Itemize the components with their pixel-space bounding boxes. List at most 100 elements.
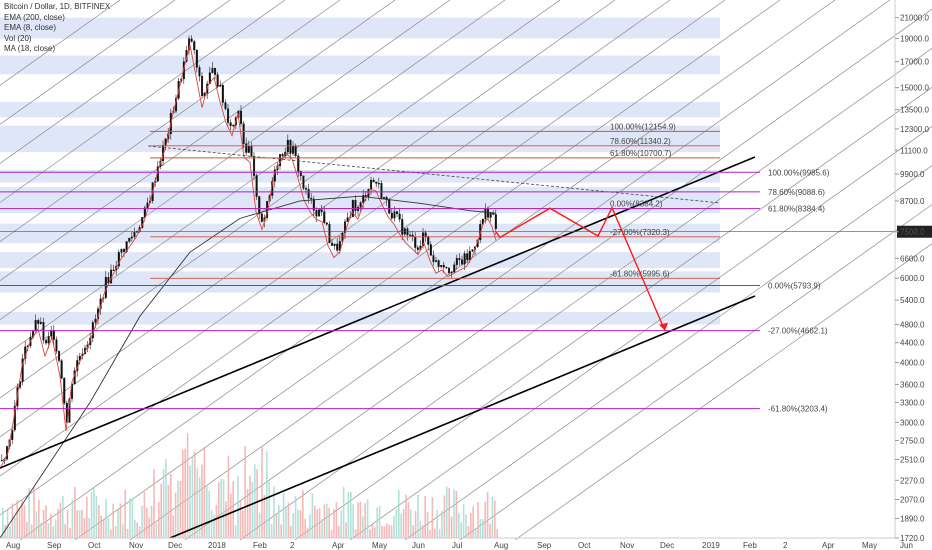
candle-body (250, 146, 253, 157)
fork-line (184, 8, 932, 541)
volume-bar (258, 512, 261, 538)
volume-bar (134, 519, 136, 538)
volume-bar (304, 518, 306, 538)
candle-body (325, 222, 328, 225)
candle-body (380, 183, 383, 199)
volume-bar (59, 502, 62, 538)
fork-line (514, 243, 932, 541)
volume-bar (354, 529, 357, 538)
price-tick-label: 4800.0 (900, 321, 925, 330)
candle-body (211, 67, 214, 73)
time-tick-label: 2 (290, 541, 295, 550)
fib-red-label: 0.00%(8384.2) (610, 200, 663, 209)
volume-bar (114, 525, 117, 538)
price-tick-label: 6600.0 (900, 254, 925, 263)
price-tick-label: 5400.0 (900, 296, 925, 305)
price-tick-label: 7500.0 (900, 228, 925, 237)
candle-body (437, 260, 440, 267)
candle-body (214, 67, 217, 75)
volume-bar (105, 499, 107, 538)
volume-bar (496, 529, 498, 538)
candle-body (448, 267, 451, 273)
volume-bar (194, 451, 196, 538)
volume-bar (184, 448, 186, 538)
band (0, 55, 720, 75)
legend-ma18[interactable]: MA (18, close) (4, 44, 56, 53)
band (0, 311, 720, 325)
candle-body (461, 259, 464, 265)
volume-bar (318, 508, 321, 538)
candle-body (372, 179, 375, 183)
volume-bar (93, 488, 95, 538)
candle-body (409, 234, 412, 236)
channel-lower (169, 295, 756, 539)
fib-purple-label: 0.00%(5793.9) (768, 281, 821, 290)
volume-bar (254, 464, 256, 538)
ema8-line (0, 44, 497, 469)
candle-body (299, 171, 302, 176)
time-tick-label: Aug (494, 541, 508, 550)
volume-bar (436, 510, 438, 538)
volume-bar (26, 522, 28, 538)
volume-bar (465, 514, 467, 538)
candle-body (255, 175, 258, 197)
volume-bar (225, 501, 227, 538)
volume-bar (366, 499, 369, 538)
candle-body (133, 232, 136, 238)
projection-arrowhead (659, 322, 668, 331)
fork-line (0, 0, 121, 86)
volume-bar (124, 489, 126, 538)
price-tick-label: 9900.0 (900, 170, 925, 179)
candle-body (359, 202, 362, 208)
volume-bar (429, 529, 431, 538)
volume-bar (237, 476, 239, 538)
time-tick-label: Sep (47, 541, 62, 550)
volume-bar (297, 509, 299, 538)
candle-body (427, 236, 430, 245)
legend-ema8[interactable]: EMA (8, close) (4, 23, 57, 32)
volume-bar (141, 505, 143, 538)
volume-bar (494, 500, 496, 538)
volume-bar (328, 507, 330, 538)
volume-bar (30, 524, 33, 538)
volume-bar (270, 524, 273, 538)
volume-bar (275, 514, 278, 538)
volume-bar (280, 524, 282, 538)
time-tick-label: Jul (452, 541, 462, 550)
volume-bar (470, 512, 472, 538)
time-tick-label: 2018 (208, 541, 226, 550)
volume-bar (90, 491, 93, 538)
fib-purple-label: -27.00%(4662.1) (768, 327, 828, 336)
candle-body (258, 196, 261, 215)
price-tick-label: 15000.0 (900, 84, 929, 93)
volume-bar (472, 506, 474, 538)
time-tick-label: Feb (743, 541, 757, 550)
candle-body (310, 197, 313, 200)
fork-line (0, 0, 396, 282)
fib-red-label: 78.60%(11340.2) (610, 137, 671, 146)
candle-body (318, 209, 321, 217)
volume-bar (153, 469, 155, 538)
price-tick-label: 3300.0 (900, 399, 925, 408)
volume-bar (189, 465, 191, 538)
volume-bar (486, 492, 489, 538)
volume-bar (122, 524, 124, 538)
candle-body (240, 110, 243, 124)
candle-body (393, 211, 396, 219)
candle-body (112, 269, 115, 271)
volume-bar (362, 516, 364, 538)
volume-bar (460, 522, 462, 538)
volume-bar (419, 520, 422, 538)
fork-line (349, 126, 932, 541)
volume-bar (78, 510, 81, 538)
volume-bar (215, 504, 218, 538)
candle-body (458, 258, 461, 260)
volume-bar (239, 500, 242, 538)
legend-symbol[interactable]: Bitcoin / Dollar, 1D, BITFINEX (4, 2, 111, 11)
volume-bar (112, 503, 114, 538)
candle-body (37, 320, 40, 324)
time-tick-label: Jun (900, 541, 913, 550)
legend-ema200[interactable]: EMA (200, close) (4, 12, 65, 22)
legend-vol[interactable]: Vol (20) (4, 33, 32, 43)
